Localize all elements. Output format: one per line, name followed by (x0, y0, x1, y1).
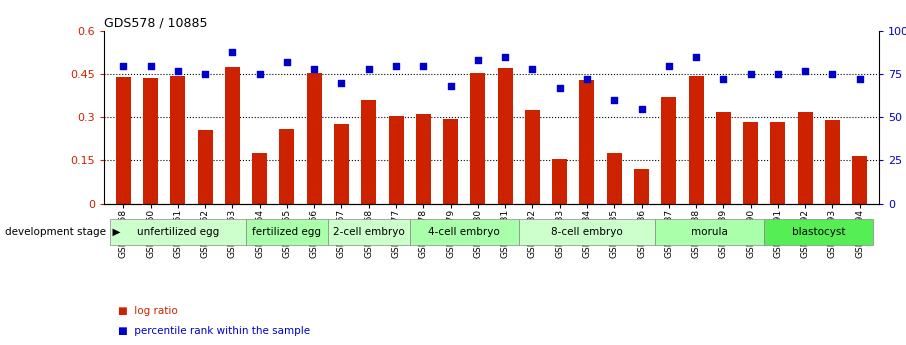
Bar (143, 79, 158, 204)
Point (853, 77, 867, 82)
Bar (198, 130, 213, 204)
Bar (246, 219, 328, 245)
Point (416, 63, 430, 68)
Bar (328, 219, 410, 245)
Point (661, 63, 676, 68)
Bar (170, 76, 186, 204)
Point (389, 63, 403, 68)
Point (170, 68, 185, 73)
Bar (661, 97, 676, 204)
Text: GDS578 / 10885: GDS578 / 10885 (104, 17, 207, 30)
Bar (389, 116, 403, 204)
Point (580, 77, 594, 82)
Text: morula: morula (691, 227, 728, 237)
Bar (580, 80, 594, 204)
Bar (279, 129, 294, 204)
Point (116, 63, 130, 68)
Bar (116, 77, 130, 204)
Bar (307, 73, 322, 204)
Bar (853, 156, 867, 204)
Bar (525, 110, 540, 204)
Bar (410, 219, 519, 245)
Point (744, 71, 758, 77)
Bar (552, 159, 567, 204)
Point (225, 49, 239, 55)
Bar (334, 125, 349, 204)
Bar (716, 111, 731, 204)
Point (716, 77, 730, 82)
Text: ■  log ratio: ■ log ratio (118, 306, 178, 315)
Bar (519, 219, 655, 245)
Bar (743, 122, 758, 204)
Text: 8-cell embryo: 8-cell embryo (551, 227, 622, 237)
Text: unfertilized egg: unfertilized egg (137, 227, 219, 237)
Bar (607, 153, 622, 204)
Point (443, 83, 458, 89)
Point (334, 80, 349, 86)
Bar (470, 73, 486, 204)
Point (498, 54, 513, 60)
Text: 2-cell embryo: 2-cell embryo (333, 227, 405, 237)
Point (143, 63, 158, 68)
Point (771, 71, 786, 77)
Bar (110, 219, 246, 245)
Point (607, 97, 622, 103)
Bar (252, 153, 267, 204)
Text: 4-cell embryo: 4-cell embryo (429, 227, 500, 237)
Point (525, 66, 540, 72)
Bar (797, 111, 813, 204)
Point (798, 68, 813, 73)
Text: ■  percentile rank within the sample: ■ percentile rank within the sample (118, 326, 310, 336)
Point (553, 85, 567, 91)
Bar (770, 122, 786, 204)
Text: development stage  ▶: development stage ▶ (5, 227, 120, 237)
Bar (689, 76, 704, 204)
Point (198, 71, 212, 77)
Bar (225, 67, 240, 204)
Point (253, 71, 267, 77)
Bar (765, 219, 873, 245)
Bar (361, 100, 376, 204)
Point (689, 54, 703, 60)
Bar (497, 68, 513, 204)
Text: fertilized egg: fertilized egg (253, 227, 322, 237)
Bar (443, 119, 458, 204)
Point (307, 66, 322, 72)
Point (361, 66, 376, 72)
Bar (655, 219, 765, 245)
Point (470, 58, 485, 63)
Bar (416, 115, 431, 204)
Text: blastocyst: blastocyst (792, 227, 845, 237)
Point (825, 71, 840, 77)
Point (280, 59, 294, 65)
Bar (825, 120, 840, 204)
Bar (634, 169, 649, 204)
Point (634, 106, 649, 111)
